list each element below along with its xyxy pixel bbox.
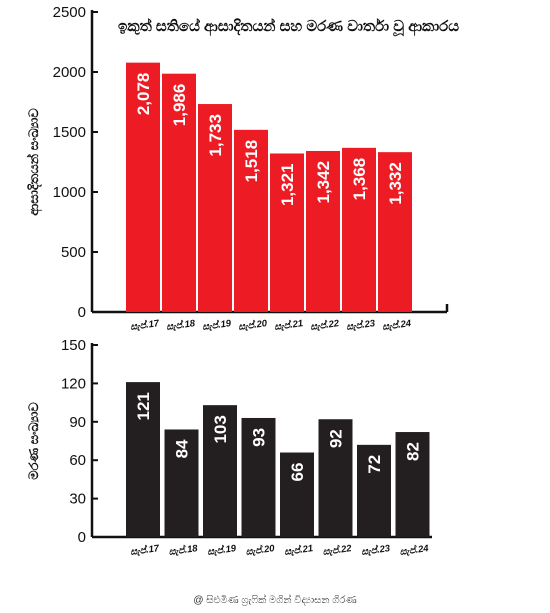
deaths-category-label: සැප්.19 xyxy=(206,542,237,558)
cases-bar xyxy=(198,104,232,312)
deaths-y-axis-label: මරණ සංඛ්‍යාව xyxy=(26,402,41,480)
deaths-bar xyxy=(164,429,199,537)
deaths-bar xyxy=(318,419,353,537)
cases-bar xyxy=(162,73,196,313)
cases-bar-label: 1,733 xyxy=(206,114,225,157)
chart-title: ඉකුත් සතියේ ආසාදිතයන් සහ මරණ වාර්තා වූ ආ… xyxy=(118,17,459,37)
deaths-y-tick-label: 60 xyxy=(69,452,86,469)
deaths-category-label: සැප්.22 xyxy=(322,542,353,558)
deaths-y-tick-label: 150 xyxy=(61,337,86,354)
cases-chart: 0 500 1000 1500 2000 2500 ආසාදිතයන් සංඛ්‍යාව 2,… xyxy=(25,4,449,333)
deaths-bar-label: 92 xyxy=(327,429,346,448)
deaths-y-tick-label: 30 xyxy=(69,491,86,508)
cases-bar-label: 1,518 xyxy=(242,140,261,183)
deaths-bar xyxy=(395,432,430,537)
deaths-bar-label: 66 xyxy=(288,463,307,482)
deaths-bar xyxy=(357,444,391,537)
deaths-bar-label: 82 xyxy=(404,442,423,461)
deaths-bar xyxy=(241,417,276,537)
deaths-bar-label: 93 xyxy=(250,428,269,447)
deaths-y-tick-label: 120 xyxy=(61,375,86,392)
deaths-category-label: සැප්.20 xyxy=(245,542,276,558)
deaths-bar-label: 103 xyxy=(211,415,230,443)
cases-category-label: සැප්.18 xyxy=(165,317,196,333)
deaths-y-tick-label: 90 xyxy=(69,414,86,431)
deaths-bar xyxy=(280,452,314,537)
cases-bar-label: 1,321 xyxy=(278,163,297,206)
deaths-category-label: සැප්.17 xyxy=(129,542,160,558)
cases-bar-label: 1,342 xyxy=(314,161,333,204)
deaths-chart: 0 30 60 90 120 150 මරණ සංඛ්‍යාව 121 84 103 93 66 92 7… xyxy=(26,337,432,558)
cases-bar-label: 1,986 xyxy=(170,84,189,127)
deaths-bar-label: 84 xyxy=(173,439,192,458)
cases-y-tick-label: 0 xyxy=(78,304,86,321)
cases-bar-label: 2,078 xyxy=(134,73,153,116)
deaths-y-tick-label: 0 xyxy=(78,529,86,546)
deaths-bar xyxy=(126,382,160,537)
cases-bar xyxy=(126,62,160,312)
cases-category-label: සැප්.20 xyxy=(237,317,268,333)
cases-y-tick-label: 1500 xyxy=(53,124,86,141)
cases-category-label: සැප්.24 xyxy=(381,317,412,333)
deaths-category-label: සැප්.21 xyxy=(283,542,314,558)
cases-y-tick-label: 2000 xyxy=(53,64,86,81)
cases-y-tick-label: 1000 xyxy=(53,184,86,201)
cases-bar xyxy=(342,147,376,312)
cases-category-label: සැප්.22 xyxy=(309,317,340,333)
cases-bar-label: 1,368 xyxy=(350,158,369,201)
deaths-bar-label: 72 xyxy=(365,455,384,474)
cases-y-tick-label: 500 xyxy=(61,244,86,261)
cases-bar xyxy=(234,129,268,312)
cases-category-label: සැප්.19 xyxy=(201,317,232,333)
cases-category-label: සැප්.21 xyxy=(273,317,304,333)
deaths-category-label: සැප්.23 xyxy=(360,542,391,558)
cases-category-label: සැප්.23 xyxy=(345,317,376,333)
deaths-category-label: සැප්.18 xyxy=(168,542,199,558)
deaths-bar xyxy=(203,405,237,537)
cases-bar xyxy=(270,153,304,312)
cases-y-tick-label: 2500 xyxy=(53,4,86,21)
deaths-category-label: සැප්.24 xyxy=(399,542,430,558)
cases-bar xyxy=(378,152,412,312)
deaths-bar-label: 121 xyxy=(134,392,153,420)
credit-text: @ සිළුමිණ ග්‍රැෆික් මගින් විද්‍යාසන ගිරණ xyxy=(193,593,356,606)
cases-category-label: සැප්.17 xyxy=(129,317,160,333)
cases-y-axis-label: ආසාදිතයන් සංඛ්‍යාව xyxy=(25,108,43,216)
cases-bar-label: 1,332 xyxy=(386,162,405,205)
cases-bar xyxy=(306,150,340,312)
